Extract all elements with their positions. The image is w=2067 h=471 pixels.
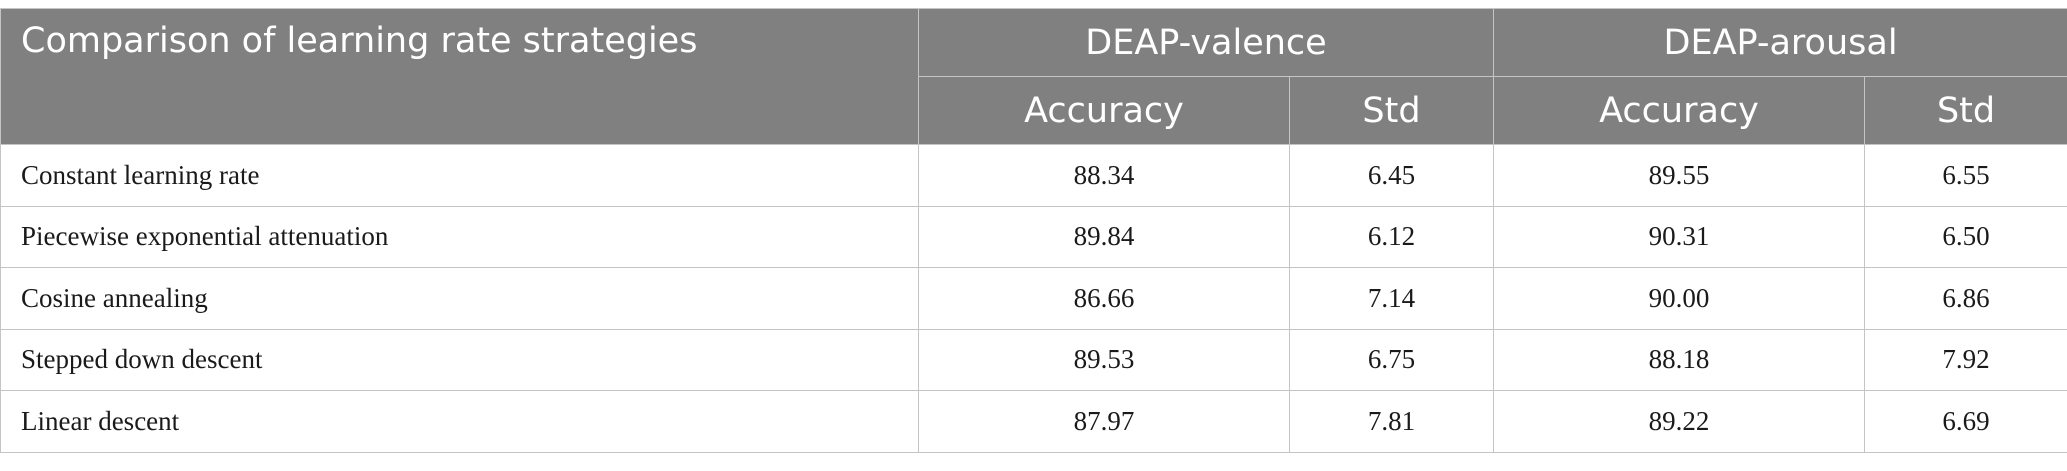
cell-arousal-std: 6.69 — [1864, 390, 2067, 453]
cell-valence-std: 7.14 — [1288, 267, 1495, 330]
col-header-valence-std: Std — [1288, 76, 1495, 145]
col-header-arousal-accuracy: Accuracy — [1493, 76, 1866, 145]
cell-valence-accuracy: 86.66 — [918, 267, 1290, 330]
table-row: Linear descent 87.97 7.81 89.22 6.69 — [0, 390, 2067, 453]
cell-arousal-accuracy: 89.22 — [1493, 390, 1866, 453]
cell-valence-std: 7.81 — [1288, 390, 1495, 453]
row-label: Linear descent — [0, 390, 919, 453]
header-row-metrics: Accuracy Std Accuracy Std — [1, 76, 2067, 145]
cell-valence-accuracy: 88.34 — [918, 144, 1290, 207]
cell-arousal-std: 7.92 — [1864, 328, 2067, 391]
cell-arousal-accuracy: 88.18 — [1493, 328, 1866, 391]
cell-arousal-accuracy: 90.00 — [1493, 267, 1866, 330]
header-row-groups: Comparison of learning rate strategies D… — [0, 8, 2067, 145]
row-label: Cosine annealing — [0, 267, 919, 330]
cell-valence-std: 6.45 — [1288, 144, 1495, 207]
cell-valence-std: 6.75 — [1288, 328, 1495, 391]
row-label: Stepped down descent — [0, 328, 919, 391]
table-row: Cosine annealing 86.66 7.14 90.00 6.86 — [0, 267, 2067, 330]
cell-arousal-std: 6.86 — [1864, 267, 2067, 330]
group-header-arousal: DEAP-arousal — [1493, 8, 2067, 77]
col-header-valence-accuracy: Accuracy — [918, 76, 1290, 145]
row-label: Constant learning rate — [0, 144, 919, 207]
table-row: Piecewise exponential attenuation 89.84 … — [0, 205, 2067, 268]
cell-valence-accuracy: 87.97 — [918, 390, 1290, 453]
table-body: Constant learning rate 88.34 6.45 89.55 … — [0, 144, 2067, 453]
row-label: Piecewise exponential attenuation — [0, 205, 919, 268]
col-header-arousal-std: Std — [1864, 76, 2067, 145]
cell-arousal-std: 6.55 — [1864, 144, 2067, 207]
cell-valence-accuracy: 89.84 — [918, 205, 1290, 268]
cell-arousal-accuracy: 90.31 — [1493, 205, 1866, 268]
table-header: Comparison of learning rate strategies D… — [0, 8, 2067, 145]
cell-valence-std: 6.12 — [1288, 205, 1495, 268]
table-row: Stepped down descent 89.53 6.75 88.18 7.… — [0, 328, 2067, 391]
cell-arousal-accuracy: 89.55 — [1493, 144, 1866, 207]
comparison-table: Comparison of learning rate strategies D… — [0, 8, 2067, 453]
cell-valence-accuracy: 89.53 — [918, 328, 1290, 391]
table-row: Constant learning rate 88.34 6.45 89.55 … — [0, 144, 2067, 207]
corner-header: Comparison of learning rate strategies — [0, 8, 919, 145]
group-header-valence: DEAP-valence — [917, 8, 1495, 77]
cell-arousal-std: 6.50 — [1864, 205, 2067, 268]
